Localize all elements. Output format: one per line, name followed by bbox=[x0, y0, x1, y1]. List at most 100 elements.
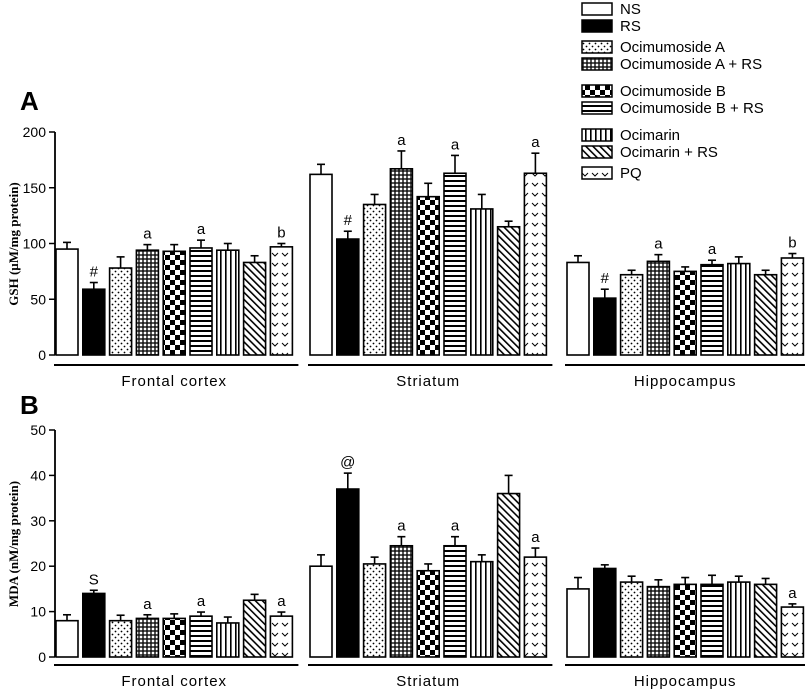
y-axis-label-mda: MDA (nM/mg protein) bbox=[6, 481, 21, 607]
bar-3-1 bbox=[566, 261, 590, 356]
bar-3-7 bbox=[726, 581, 751, 658]
legend-label-3: Ocimumoside A bbox=[620, 39, 725, 56]
bar-3-2 bbox=[592, 567, 617, 658]
bar-3-6 bbox=[700, 583, 724, 658]
bar-1-7 bbox=[216, 622, 240, 658]
bar-3-9 bbox=[780, 606, 805, 658]
legend-label-2: RS bbox=[620, 18, 641, 35]
bar-3-8 bbox=[753, 273, 778, 356]
bar-3-5 bbox=[673, 583, 698, 658]
significance-label: a bbox=[788, 585, 797, 602]
bar-1-6 bbox=[189, 247, 213, 356]
panel-label-a: A bbox=[20, 86, 39, 116]
bar-3-7 bbox=[726, 262, 751, 356]
bar-2-6 bbox=[443, 544, 467, 658]
legend-swatch-7 bbox=[581, 128, 613, 142]
significance-label: # bbox=[90, 264, 99, 281]
bar-3-9 bbox=[780, 257, 805, 356]
bar-3-3 bbox=[619, 581, 644, 658]
group-label-1: Frontal cortex bbox=[121, 373, 227, 390]
significance-label: a bbox=[197, 593, 206, 610]
legend-label-4: Ocimumoside A + RS bbox=[620, 56, 762, 73]
bar-2-9 bbox=[523, 172, 548, 356]
bar-1-1 bbox=[55, 248, 79, 356]
significance-label: a bbox=[654, 236, 663, 253]
legend-swatch-9 bbox=[581, 166, 613, 180]
significance-label: a bbox=[531, 134, 540, 151]
y-tick-label-2: 20 bbox=[30, 558, 46, 574]
bar-1-8 bbox=[242, 261, 267, 356]
bar-1-9 bbox=[269, 246, 294, 356]
significance-label: a bbox=[397, 518, 406, 535]
bar-2-3 bbox=[362, 203, 387, 356]
bar-2-5 bbox=[416, 569, 441, 658]
legend-swatch-8 bbox=[581, 145, 613, 159]
bar-1-3 bbox=[108, 267, 133, 356]
bar-3-4 bbox=[646, 585, 671, 658]
significance-label: # bbox=[344, 212, 353, 229]
significance-label: a bbox=[451, 136, 460, 153]
panel-mda: B MDA (nM/mg protein) 0 10 20 30 40 50 Frontal… bbox=[6, 390, 805, 690]
group-label-3: Hippocampus bbox=[634, 373, 737, 390]
bar-3-2 bbox=[592, 297, 617, 356]
y-tick-label-4: 40 bbox=[30, 467, 46, 483]
bar-1-9 bbox=[269, 615, 294, 658]
legend-swatch-5 bbox=[581, 84, 613, 98]
group-label-1: Frontal cortex bbox=[121, 673, 227, 690]
y-tick-label-1: 50 bbox=[30, 291, 46, 307]
bar-1-2 bbox=[82, 288, 106, 356]
y-tick-label-1: 10 bbox=[30, 604, 46, 620]
legend-swatch-6 bbox=[581, 101, 613, 115]
bar-2-8 bbox=[496, 492, 521, 658]
legend-label-9: PQ bbox=[620, 165, 642, 182]
bar-2-7 bbox=[469, 560, 494, 658]
bar-3-1 bbox=[566, 588, 590, 658]
significance-label: b bbox=[277, 225, 285, 242]
y-tick-label-0: 0 bbox=[38, 347, 46, 363]
bar-2-9 bbox=[523, 556, 548, 658]
bar-1-5 bbox=[162, 250, 186, 356]
significance-label: a bbox=[531, 529, 540, 546]
y-tick-label-5: 50 bbox=[30, 422, 46, 438]
bar-1-3 bbox=[108, 619, 133, 658]
significance-label: a bbox=[143, 596, 152, 613]
bar-2-2 bbox=[335, 488, 360, 658]
group-label-2: Striatum bbox=[396, 373, 460, 390]
significance-label: a bbox=[451, 518, 460, 535]
bar-1-1 bbox=[55, 619, 79, 658]
bar-1-8 bbox=[242, 599, 267, 658]
bar-2-1 bbox=[309, 565, 333, 658]
bar-2-2 bbox=[335, 238, 360, 356]
bar-2-4 bbox=[389, 544, 414, 658]
bar-2-8 bbox=[496, 225, 521, 356]
bar-1-2 bbox=[82, 592, 106, 658]
bar-3-3 bbox=[619, 273, 644, 356]
legend-swatch-2 bbox=[581, 19, 613, 33]
bar-2-1 bbox=[309, 173, 333, 356]
bar-3-8 bbox=[753, 583, 778, 658]
legend-label-1: NS bbox=[620, 1, 641, 18]
significance-label: a bbox=[143, 226, 152, 243]
legend-swatch-3 bbox=[581, 40, 613, 54]
y-tick-label-0: 0 bbox=[38, 649, 46, 665]
y-axis-label-gsh: GSH (µM/mg protein) bbox=[6, 182, 21, 306]
bar-2-5 bbox=[416, 195, 441, 356]
bar-3-6 bbox=[700, 263, 724, 356]
y-tick-label-2: 100 bbox=[23, 236, 47, 252]
significance-label: a bbox=[277, 593, 286, 610]
significance-label: S bbox=[89, 571, 99, 588]
legend-label-6: Ocimumoside B + RS bbox=[620, 100, 764, 117]
significance-label: a bbox=[197, 221, 206, 238]
significance-label: # bbox=[601, 270, 610, 287]
y-tick-label-4: 200 bbox=[23, 124, 47, 140]
panel-label-b: B bbox=[20, 390, 39, 420]
bar-1-4 bbox=[135, 249, 160, 356]
bar-2-7 bbox=[469, 208, 494, 356]
bar-2-3 bbox=[362, 563, 387, 658]
significance-label: a bbox=[397, 132, 406, 149]
legend-label-5: Ocimumoside B bbox=[620, 83, 726, 100]
bar-1-7 bbox=[216, 249, 240, 356]
legend-label-8: Ocimarin + RS bbox=[620, 144, 718, 161]
